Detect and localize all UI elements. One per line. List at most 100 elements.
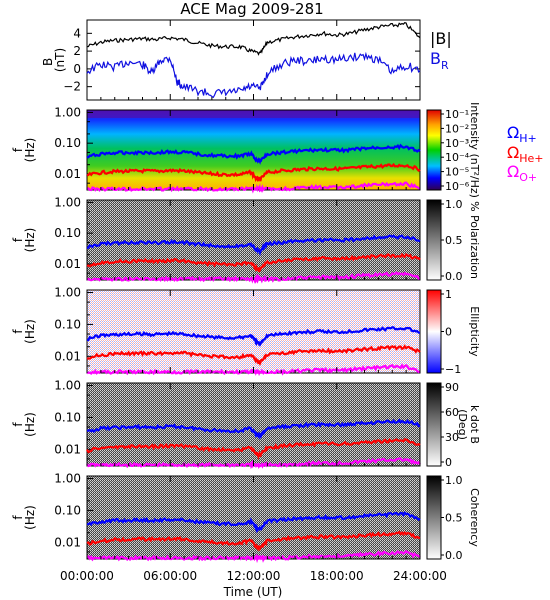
legend-heplus: ΩHe+ (507, 143, 544, 165)
freq-tick-label: 1.00 (54, 472, 81, 486)
time-tick-label: 12:00:00 (227, 569, 281, 583)
colorbar-label-text: k dot B (468, 405, 481, 444)
gyro-line-Heplus (86, 438, 421, 461)
gyro-line-Heplus (86, 344, 421, 366)
colorbar-label-text: Coherency (468, 488, 481, 547)
colorbar-label-text: % Polarization (468, 201, 481, 279)
legend-oplus-sub: O+ (519, 171, 537, 184)
gyro-line-Oplus (86, 181, 421, 194)
gyro-line-Oplus (86, 457, 421, 470)
colorbar-tick-label: 1 (445, 288, 452, 301)
colorbar-label: Coherency (468, 488, 481, 547)
panel-polarization: 1.00 0.10 0.01 f(Hz) 1.0 0.5 0.0 % Polarization (11, 195, 481, 284)
freq-ylabel-unit: (Hz) (23, 412, 37, 437)
colorbar-tick-label: 0.0 (445, 270, 463, 283)
gyro-line-Heplus (86, 162, 421, 183)
bfield-ytick-label: 4 (73, 26, 81, 40)
colorbar-label: Ellipticity (468, 306, 481, 357)
colorbar-tick-label: 60 (445, 406, 459, 419)
colorbar-tick-label: 10⁻⁵ (445, 166, 469, 179)
colorbar-tick-label: 90 (445, 381, 459, 394)
freq-tick-label: 0.01 (54, 167, 81, 181)
gyro-line-Oplus (86, 271, 421, 284)
gyro-line-Hplus (87, 418, 421, 441)
colorbar-intensity (426, 109, 442, 191)
freq-ylabel: f(Hz) (11, 319, 37, 344)
freq-tick-label: 0.10 (54, 317, 81, 331)
freq-tick-label: 1.00 (54, 379, 81, 393)
colorbar-wave-normal-angle (426, 382, 442, 467)
freq-tick-label: 0.10 (54, 410, 81, 424)
freq-ylabel-symbol: f (11, 329, 25, 334)
gyrofrequency-legend: ΩH+ ΩHe+ ΩO+ (507, 123, 544, 184)
colorbar-ellipticity (426, 289, 442, 374)
colorbar-coherency (426, 475, 442, 560)
freq-ylabel: f(Hz) (11, 228, 37, 253)
legend-heplus-sub: He+ (519, 152, 543, 165)
colorbar-tick-label: 1.0 (445, 474, 463, 487)
colorbar-label-text: Ellipticity (468, 306, 481, 357)
freq-ylabel: f(Hz) (11, 412, 37, 437)
freq-ylabel-symbol: f (11, 147, 25, 152)
x-axis-label: Time (UT) (223, 585, 283, 599)
colorbar-tick-label: 30 (445, 431, 459, 444)
magnetic-field-ylabel-unit: (nT) (53, 48, 67, 72)
freq-tick-label: 0.10 (54, 503, 81, 517)
freq-ylabel: f(Hz) (11, 138, 37, 163)
freq-ylabel-symbol: f (11, 237, 25, 242)
colorbar-label: Intensity (nT²/Hz) (468, 102, 481, 198)
colorbar-tick-label: 0.0 (445, 549, 463, 562)
freq-ylabel-unit: (Hz) (23, 138, 37, 163)
freq-ylabel-unit: (Hz) (23, 228, 37, 253)
panel-wave-normal-angle: 1.00 0.10 0.01 f(Hz) 90 60 30 0 k dot B(Deg) (11, 379, 481, 470)
legend-oplus: ΩO+ (507, 162, 537, 184)
series-line-bmag (86, 22, 421, 56)
freq-ylabel-unit: (Hz) (23, 505, 37, 530)
freq-tick-label: 0.10 (54, 226, 81, 240)
time-axis: 00:00:00 06:00:00 12:00:00 18:00:00 24:00:00 (60, 20, 447, 583)
freq-tick-label: 0.01 (54, 442, 81, 456)
colorbar-tick-label: 10⁻⁴ (445, 151, 470, 164)
freq-tick-label: 0.01 (54, 535, 81, 549)
colorbar-label-unit: (Deg) (456, 409, 469, 440)
legend-br-main: B (430, 49, 441, 68)
legend-hplus-omega: Ω (507, 123, 519, 142)
gyro-line-Hplus (86, 234, 421, 257)
gyro-line-Oplus (86, 549, 421, 564)
figure-title: ACE Mag 2009-281 (180, 0, 323, 18)
colorbar-tick-label: 1.0 (445, 198, 463, 211)
time-tick-label: 24:00:00 (393, 569, 447, 583)
panel-intensity: 1.00 0.10 0.01 f(Hz) 10⁻¹10⁻² 10⁻³10⁻⁴ 10⁻⁵10⁻… (11, 102, 481, 198)
colorbar-tick-label: 0 (445, 326, 452, 339)
colorbar-label: k dot B(Deg) (456, 405, 481, 444)
colorbar-tick-label: 10⁻³ (445, 137, 469, 150)
legend-br: BR (430, 49, 449, 72)
colorbar-label-text: Intensity (nT²/Hz) (468, 102, 481, 198)
legend-br-sub: R (441, 59, 449, 72)
colorbar-tick-label: −1 (445, 363, 461, 376)
freq-tick-label: 0.10 (54, 136, 81, 150)
magnetic-field-frame (86, 19, 421, 101)
spectral-panels: 1.000.100.01f(Hz)10⁻¹10⁻²10⁻³10⁻⁴10⁻⁵10⁻… (11, 102, 481, 564)
magnetic-field-ylabel: B (nT) (41, 48, 67, 72)
freq-tick-label: 1.00 (54, 105, 81, 119)
magnetic-field-ylabel-symbol: B (41, 58, 55, 66)
colorbar-polarization (426, 199, 442, 281)
freq-tick-label: 1.00 (54, 286, 81, 300)
freq-ylabel: f(Hz) (11, 505, 37, 530)
bfield-ytick-label: 2 (73, 44, 81, 58)
gyro-line-Hplus (87, 326, 421, 347)
freq-ylabel-symbol: f (11, 515, 25, 520)
spectrogram-wave-normal-angle (87, 383, 420, 466)
freq-tick-label: 0.01 (54, 349, 81, 363)
legend-bmag-label: |B| (430, 29, 452, 48)
magnetic-field-yticks: 4 2 0 −2 (63, 26, 420, 94)
colorbar-tick-label: 10⁻² (445, 122, 469, 135)
panel-coherency: 1.00 0.10 0.01 f(Hz) 1.0 0.5 0.0 Coherency (11, 472, 481, 564)
time-tick-label: 06:00:00 (143, 569, 197, 583)
freq-tick-label: 1.00 (54, 195, 81, 209)
legend-hplus: ΩH+ (507, 123, 537, 145)
series-line-br (86, 51, 421, 99)
spectrogram-intensity (87, 110, 420, 190)
